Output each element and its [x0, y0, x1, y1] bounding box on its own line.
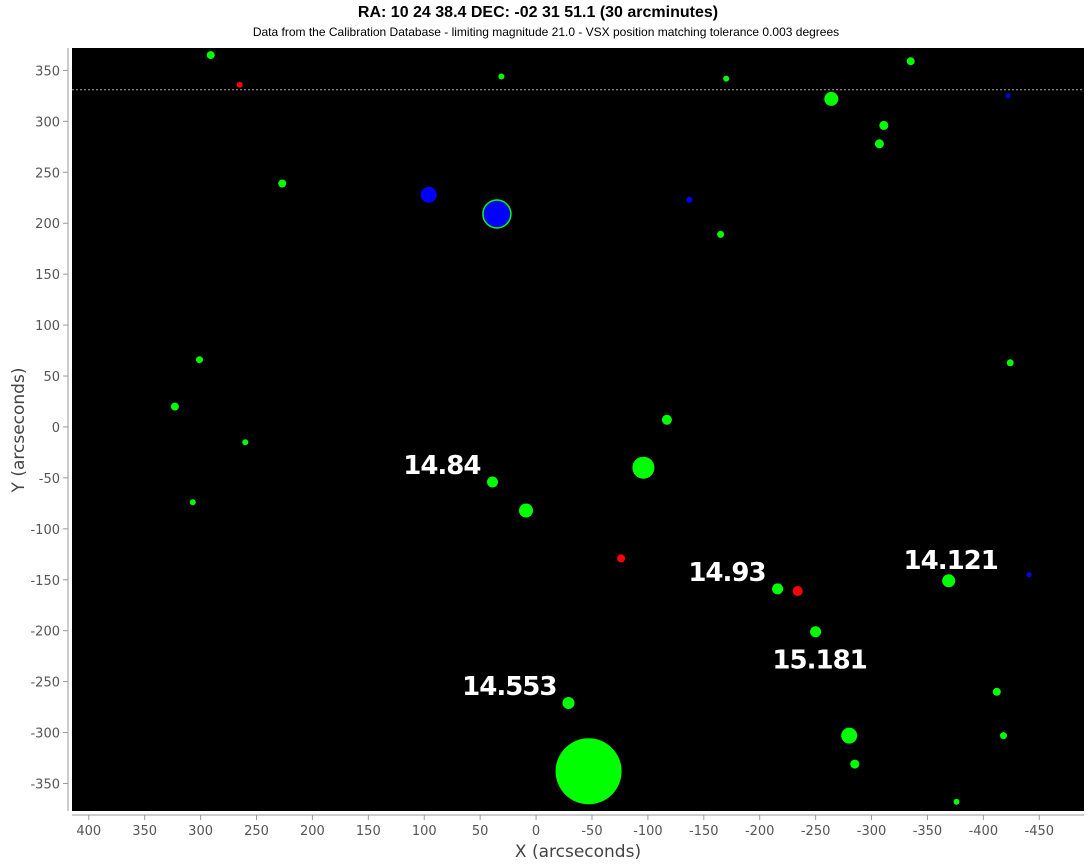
star-point: [810, 626, 822, 638]
y-tick-label: 50: [43, 370, 60, 385]
chart-title: RA: 10 24 38.4 DEC: -02 31 51.1 (30 arcm…: [358, 4, 718, 21]
y-tick-label: 350: [35, 64, 60, 79]
x-tick-label: -100: [633, 824, 663, 839]
star-point: [953, 798, 960, 805]
magnitude-label: 14.553: [462, 672, 556, 702]
y-axis-label: Y (arcseconds): [9, 368, 29, 494]
star-point: [420, 186, 437, 203]
star-point: [482, 199, 512, 229]
plot-area: [72, 48, 1084, 811]
x-tick-label: -350: [913, 824, 943, 839]
y-tick-label: -100: [30, 523, 60, 538]
y-tick-label: 250: [35, 166, 60, 181]
x-tick-label: 50: [472, 824, 489, 839]
x-tick-label: -300: [857, 824, 887, 839]
y-tick-label: 0: [52, 421, 60, 436]
y-tick-label: -150: [30, 574, 60, 589]
x-axis-label: X (arcseconds): [515, 842, 641, 862]
x-tick-label: -450: [1025, 824, 1055, 839]
star-point: [992, 687, 1001, 696]
magnitude-label: 14.121: [904, 546, 998, 576]
star-point: [617, 554, 626, 563]
star-point: [850, 759, 860, 769]
star-point: [879, 120, 889, 130]
star-point: [1005, 93, 1011, 99]
star-point: [487, 476, 498, 488]
x-tick-label: -400: [969, 824, 999, 839]
x-tick-label: 350: [132, 824, 157, 839]
star-point: [189, 499, 196, 506]
star-point: [824, 91, 839, 106]
star-point: [170, 402, 179, 411]
x-tick-label: -150: [689, 824, 719, 839]
y-tick-label: 300: [35, 115, 60, 130]
star-point: [242, 439, 249, 446]
x-tick-label: 150: [356, 824, 381, 839]
star-point: [661, 414, 672, 425]
chart-subtitle: Data from the Calibration Database - lim…: [253, 25, 839, 39]
star-point: [717, 230, 725, 238]
star-point: [772, 583, 784, 595]
x-tick-label: 250: [244, 824, 269, 839]
star-point: [792, 586, 803, 596]
star-point: [555, 738, 622, 805]
x-tick-label: 400: [76, 824, 101, 839]
x-tick-label: 100: [412, 824, 437, 839]
y-tick-label: -200: [30, 625, 60, 640]
y-tick-label: 100: [35, 319, 60, 334]
star-point: [196, 356, 203, 364]
star-point: [1026, 572, 1032, 578]
x-tick-label: 200: [300, 824, 325, 839]
magnitude-label: 15.181: [772, 646, 866, 676]
star-point: [519, 503, 533, 518]
x-tick-label: -250: [801, 824, 831, 839]
y-tick-label: -50: [39, 472, 60, 487]
x-tick-label: -50: [581, 824, 602, 839]
magnitude-label: 14.84: [403, 451, 480, 481]
star-point: [841, 727, 858, 744]
star-point: [1006, 359, 1014, 367]
magnitude-label: 14.93: [688, 558, 765, 588]
star-point: [686, 196, 693, 203]
star-point: [236, 81, 243, 88]
x-tick-label: 300: [188, 824, 213, 839]
x-tick-label: 0: [532, 824, 540, 839]
y-tick-label: 150: [35, 268, 60, 283]
star-point: [498, 73, 505, 80]
star-point: [278, 179, 287, 188]
y-tick-label: 200: [35, 217, 60, 232]
star-point: [562, 697, 575, 709]
star-point: [1000, 732, 1007, 740]
y-tick-label: -300: [30, 727, 60, 742]
star-point: [723, 75, 730, 82]
star-point: [906, 57, 915, 66]
star-point: [942, 574, 956, 588]
star-point: [632, 456, 655, 479]
y-tick-label: -250: [30, 676, 60, 691]
x-tick-label: -200: [745, 824, 775, 839]
star-point: [206, 51, 215, 60]
star-point: [874, 139, 884, 149]
y-tick-label: -350: [30, 777, 60, 792]
